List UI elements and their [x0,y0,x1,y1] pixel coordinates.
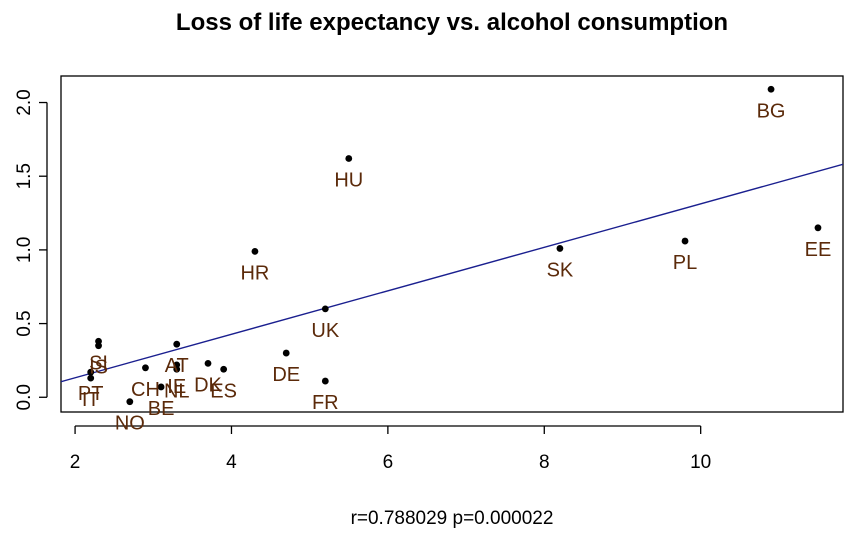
data-point [321,305,329,313]
x-axis: 2 4 6 8 10 [70,425,711,473]
point-label: HU [334,170,363,192]
point-label: IT [82,389,100,411]
chart-title: Loss of life expectancy vs. alcohol cons… [176,9,728,36]
data-point [126,398,134,406]
x-tick-label: 8 [539,452,550,473]
data-point [251,247,259,255]
data-point [220,365,228,373]
data-point [157,383,165,391]
y-tick-label: 1.5 [14,163,35,189]
regression-line-group [61,163,843,383]
data-point [681,237,689,245]
point-label: FR [312,392,339,414]
data-point [767,85,775,93]
point-label: NL [164,380,190,402]
x-tick-label: 2 [70,452,81,473]
y-tick-label: 1.0 [14,237,35,263]
data-point [345,155,353,162]
y-tick-label: 0.5 [14,310,35,336]
data-point [95,342,102,350]
y-tick-label: 2.0 [14,89,35,115]
point-label: PT [78,383,104,405]
point-label: AT [165,355,189,377]
data-point [142,364,149,372]
point-label: NO [115,413,145,435]
point-label: SI [89,352,108,374]
correlation-caption: r=0.788029 p=0.000022 [351,508,554,529]
data-point [321,377,329,385]
point-label: ES [210,380,237,402]
data-point [87,368,95,376]
data-point [814,224,822,232]
data-point [556,245,564,252]
data-point [204,359,212,367]
regression-line [61,163,843,383]
y-tick-label: 0.0 [14,384,35,410]
point-label: CH [131,379,160,401]
data-point [87,374,95,382]
point-label: PL [673,252,697,274]
point-label: DE [272,364,300,386]
data-point [173,365,181,373]
point-label: DK [194,374,222,396]
plot-area-frame [60,75,844,413]
point-label: UK [311,320,339,342]
data-point [282,349,290,357]
data-points [87,85,822,406]
point-label: BE [148,398,175,420]
x-tick-label: 4 [226,452,237,473]
point-label: IS [89,357,108,379]
point-label: BG [757,100,786,122]
point-label: HR [240,262,269,284]
point-label: SK [547,259,574,281]
y-axis: 0.0 0.5 1.0 1.5 2.0 [14,89,48,410]
x-tick-label: 10 [690,452,711,473]
x-tick-label: 6 [383,452,394,473]
data-point [173,340,181,348]
point-label: IE [167,376,186,398]
point-label: EE [805,239,832,261]
